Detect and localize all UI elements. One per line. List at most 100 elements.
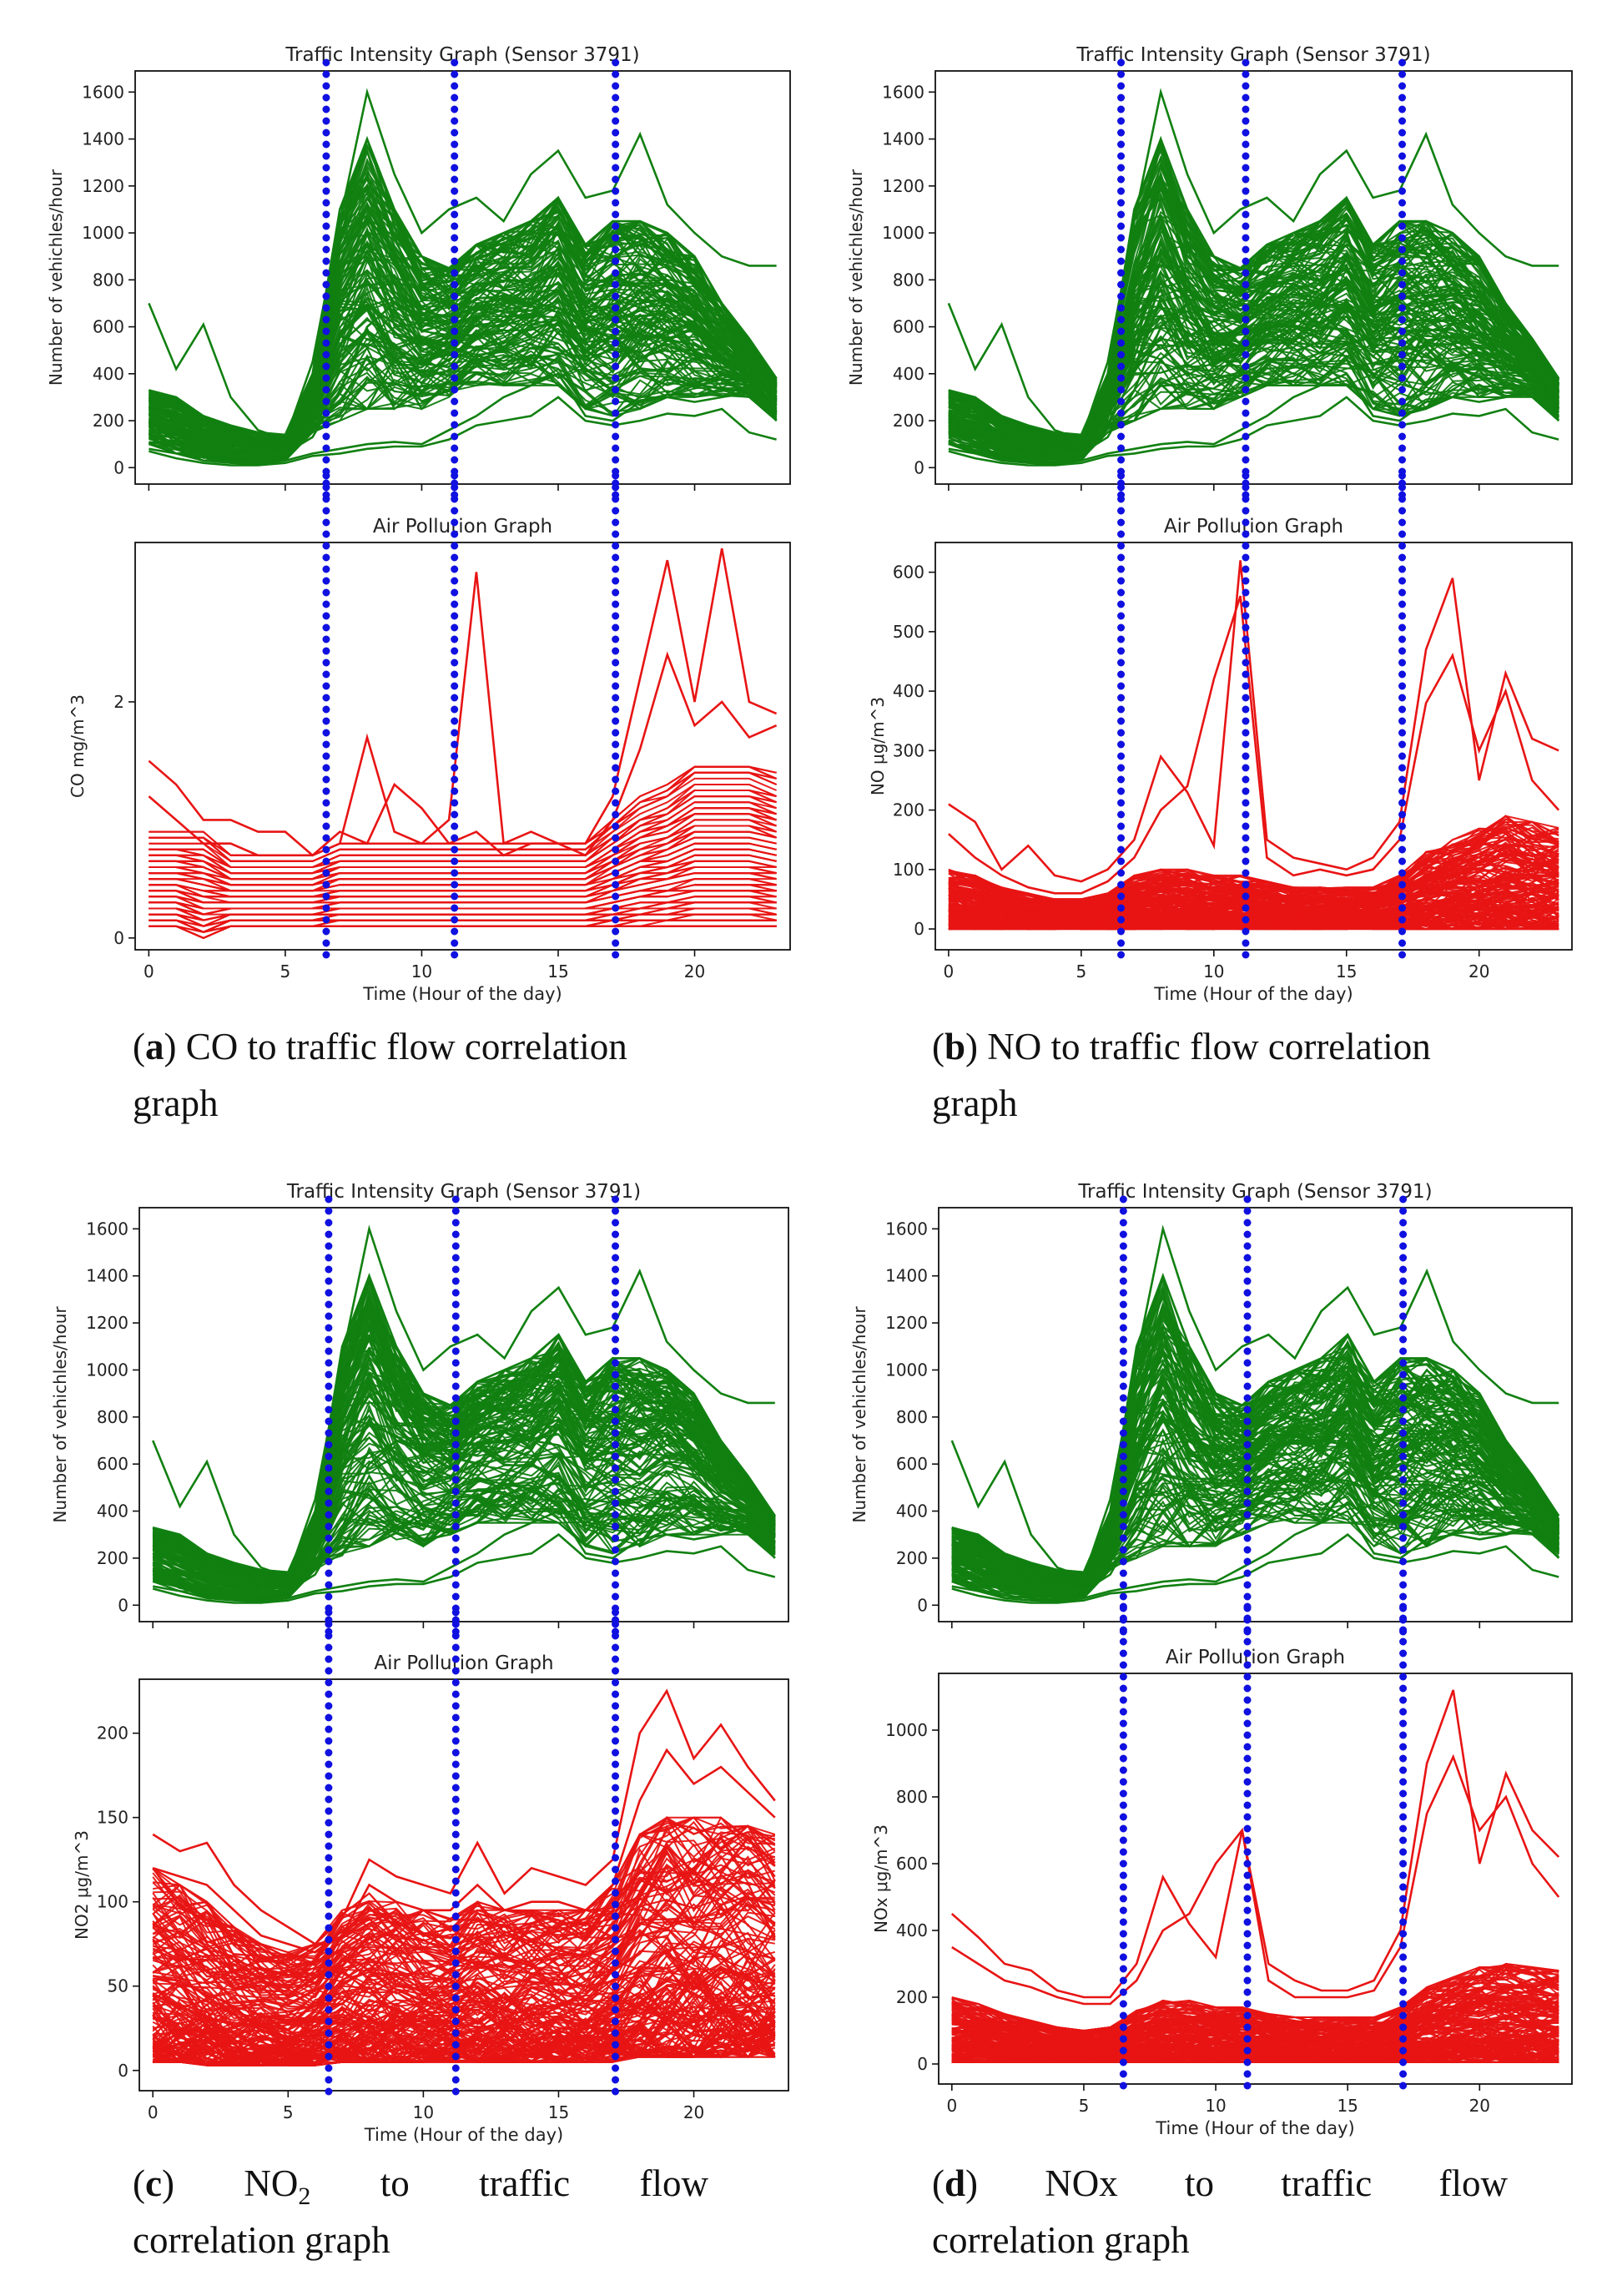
series-traffic-max: [151, 1224, 775, 1579]
band-lines: [149, 765, 777, 939]
caption-a: (a) CO to traffic flow correlation graph: [133, 1026, 627, 1124]
y-tick-label: 0: [113, 457, 124, 477]
series-traffic-min: [951, 1533, 1559, 1604]
x-tick-label: 10: [411, 961, 432, 981]
chart-title: Traffic Intensity Graph (Sensor 3791): [286, 1181, 641, 1203]
y-tick-label: 1000: [82, 223, 124, 243]
band-lines: [948, 815, 1559, 931]
x-axis-label: Time (Hour of the day): [1155, 2118, 1354, 2138]
y-tick-label: 1600: [86, 1219, 128, 1239]
y-tick-label: 600: [896, 1454, 928, 1474]
axes-frame: [938, 1207, 1573, 1622]
y-tick-label: 150: [97, 1808, 128, 1828]
y-tick-label: 600: [93, 317, 124, 337]
series-traffic-upper: [951, 1272, 1560, 1574]
y-tick-label: 100: [893, 860, 924, 880]
axes-frame: [139, 1207, 789, 1622]
series-traffic-min: [948, 396, 1559, 467]
series-co-max: [148, 548, 778, 857]
y-axis-label: Number of vehichles/hour: [846, 169, 866, 386]
axes-frame: [139, 1678, 789, 2092]
axes-frame: [934, 70, 1573, 485]
y-tick-label: 0: [118, 2061, 128, 2081]
x-tick-label: 0: [946, 2096, 957, 2116]
axes-frame: [134, 542, 791, 951]
y-tick-label: 100: [97, 1892, 128, 1912]
y-axis-label: Number of vehichles/hour: [50, 1306, 70, 1523]
y-tick-label: 200: [896, 1987, 928, 2007]
series-nox-secondary: [951, 1754, 1560, 2006]
x-tick-label: 15: [547, 961, 568, 981]
series-traffic-upper: [149, 136, 778, 436]
plot-area: [947, 88, 1560, 467]
series-traffic-lower: [948, 372, 1560, 466]
y-tick-label: 800: [893, 270, 924, 290]
chart-title: Air Pollution Graph: [1164, 516, 1343, 537]
plot-area: [948, 560, 1560, 931]
y-tick-label: 400: [893, 681, 924, 701]
y-tick-label: 0: [914, 457, 924, 477]
chart-title: Air Pollution Graph: [373, 516, 552, 537]
y-tick-label: 50: [108, 1976, 128, 1996]
x-tick-label: 0: [148, 2102, 159, 2122]
series-traffic-max: [148, 88, 777, 442]
y-tick-label: 1000: [882, 223, 924, 243]
series-traffic-lower: [149, 372, 778, 466]
y-tick-label: 400: [93, 364, 124, 384]
y-tick-label: 200: [893, 411, 924, 431]
x-tick-label: 20: [684, 961, 705, 981]
plot-area: [148, 548, 778, 939]
chart-b-top: 0 200 400 600 800 1000 1200 1400 1600 Traffic Int…: [846, 44, 1573, 505]
series-traffic-median: [152, 1435, 776, 1596]
series-co-secondary: [148, 651, 778, 857]
y-tick-label: 1000: [86, 1360, 128, 1380]
y-tick-label: 200: [97, 1723, 128, 1743]
x-tick-label: 15: [1337, 2096, 1358, 2116]
x-tick-label: 20: [1469, 2096, 1490, 2116]
x-tick-label: 15: [1336, 961, 1357, 981]
y-tick-label: 600: [893, 317, 924, 337]
series-traffic-lower: [951, 1509, 1560, 1603]
y-tick-label: 1400: [82, 129, 124, 149]
y-tick-label: 800: [896, 1407, 928, 1427]
y-tick-label: 0: [118, 1595, 128, 1615]
series-traffic-median: [948, 297, 1560, 459]
plot-area: [152, 1688, 776, 2067]
series-no2-secondary: [152, 1748, 776, 1954]
x-tick-label: 0: [944, 961, 955, 981]
y-tick-label: 800: [97, 1407, 128, 1427]
chart-title: Air Pollution Graph: [1166, 1647, 1345, 1668]
y-axis-label: NO2 μg/m^3: [72, 1830, 92, 1940]
y-tick-label: 1000: [885, 1720, 928, 1740]
y-tick-label: 600: [896, 1854, 928, 1874]
chart-a-top: 0 200 400 600 800 1000 1200 1400 1600 Traffic Int…: [46, 44, 791, 505]
chart-b-bottom: 0 100 200 300 400 500 600 0 5 10 15 20 Air Pollution…: [868, 472, 1573, 1004]
x-tick-label: 20: [1468, 961, 1489, 981]
caption-d-line2: correlation graph: [932, 2219, 1190, 2261]
x-tick-label: 0: [144, 961, 154, 981]
x-tick-label: 10: [1205, 2096, 1226, 2116]
series-traffic-min: [152, 1533, 776, 1604]
x-axis-label: Time (Hour of the day): [364, 2125, 563, 2145]
y-tick-label: 0: [113, 928, 124, 948]
caption-c-line2: correlation graph: [133, 2219, 390, 2261]
y-axis-label: Number of vehichles/hour: [46, 169, 66, 386]
y-tick-label: 1600: [885, 1219, 928, 1239]
band-lines: [148, 136, 778, 466]
x-tick-label: 5: [1076, 961, 1086, 981]
y-tick-label: 500: [893, 622, 924, 642]
y-tick-label: 600: [97, 1454, 128, 1474]
band-lines: [152, 1815, 776, 2067]
x-tick-label: 10: [1203, 961, 1224, 981]
plot-area: [950, 1689, 1560, 2064]
y-tick-label: 1000: [885, 1360, 928, 1380]
y-tick-label: 200: [893, 800, 924, 820]
band-lines: [948, 135, 1559, 466]
y-tick-label: 1200: [882, 176, 924, 196]
y-tick-label: 0: [914, 919, 924, 939]
y-tick-label: 800: [93, 270, 124, 290]
x-axis-label: Time (Hour of the day): [362, 984, 562, 1004]
y-tick-label: 300: [893, 740, 924, 760]
